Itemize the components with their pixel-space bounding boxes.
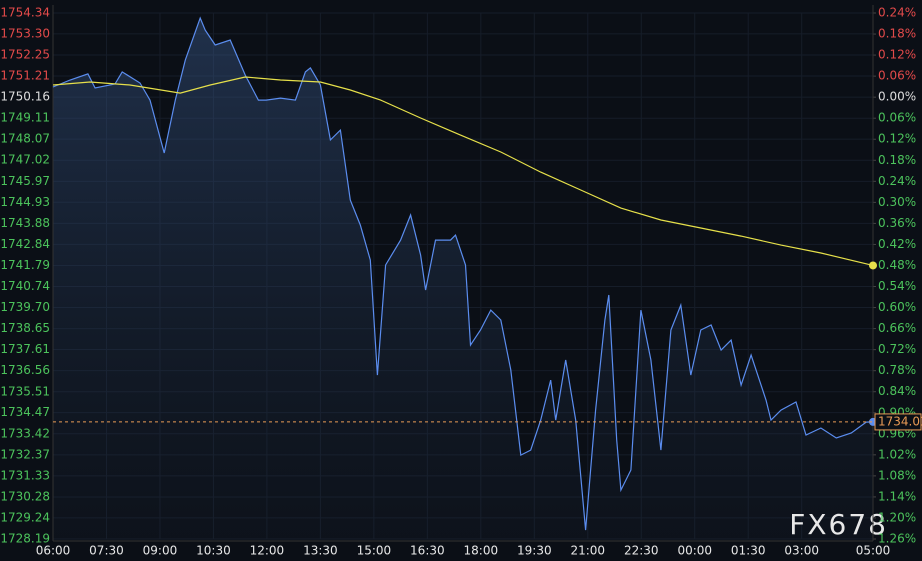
x-tick-label: 01:30: [731, 544, 766, 558]
area-fill: [53, 18, 873, 539]
y2-tick-label: 0.12%: [878, 132, 916, 146]
x-tick-label: 16:30: [410, 544, 445, 558]
y-tick-label: 1747.02: [0, 153, 50, 167]
x-tick-label: 22:30: [624, 544, 659, 558]
x-tick-label: 00:00: [677, 544, 712, 558]
x-tick-label: 12:00: [250, 544, 285, 558]
y-tick-label: 1741.79: [0, 258, 50, 272]
last-price-label: 1734.01: [878, 414, 922, 428]
y2-tick-label: 0.00%: [878, 90, 916, 104]
y-tick-label: 1738.65: [0, 321, 50, 335]
y2-tick-label: 0.24%: [878, 6, 916, 20]
y-tick-label: 1731.33: [0, 468, 50, 482]
y-tick-label: 1736.56: [0, 363, 50, 377]
y2-tick-label: 0.66%: [878, 321, 916, 335]
y2-tick-label: 0.84%: [878, 384, 916, 398]
y-tick-label: 1743.88: [0, 216, 50, 230]
y-tick-label: 1740.74: [0, 279, 50, 293]
x-tick-label: 19:30: [517, 544, 552, 558]
y-tick-label: 1749.11: [0, 111, 50, 125]
y-tick-label: 1729.24: [0, 510, 50, 524]
y2-tick-label: 1.02%: [878, 447, 916, 461]
y2-tick-label: 1.08%: [878, 468, 916, 482]
y-tick-label: 1739.70: [0, 300, 50, 314]
y-tick-label: 1745.97: [0, 174, 50, 188]
y2-tick-label: 0.78%: [878, 363, 916, 377]
y-tick-label: 1737.61: [0, 342, 50, 356]
average-line: [52, 76, 874, 266]
x-tick-label: 07:30: [89, 544, 124, 558]
y-tick-label: 1728.19: [0, 532, 50, 546]
y2-tick-label: 0.24%: [878, 174, 916, 188]
y-tick-label: 1748.07: [0, 132, 50, 146]
y-tick-label: 1750.16: [0, 90, 50, 104]
y2-tick-label: 1.14%: [878, 489, 916, 503]
y2-tick-label: 0.72%: [878, 342, 916, 356]
x-tick-label: 21:00: [570, 544, 605, 558]
x-tick-label: 09:00: [143, 544, 178, 558]
y-tick-label: 1735.51: [0, 384, 50, 398]
x-tick-label: 18:00: [464, 544, 499, 558]
last-price-box: [874, 413, 922, 431]
end-dot: [869, 261, 877, 270]
y-tick-label: 1734.47: [0, 405, 50, 419]
y2-tick-label: 0.60%: [878, 300, 916, 314]
y-tick-label: 1751.21: [0, 68, 50, 82]
y2-tick-label: 0.18%: [878, 27, 916, 41]
y-tick-label: 1730.28: [0, 489, 50, 503]
x-tick-label: 13:30: [303, 544, 338, 558]
x-tick-label: 10:30: [196, 544, 231, 558]
x-tick-label: 05:00: [856, 544, 891, 558]
y2-tick-label: 1.20%: [878, 510, 916, 524]
watermark: FX678: [789, 508, 888, 541]
y2-tick-label: 0.06%: [878, 69, 916, 83]
y-tick-label: 1754.34: [0, 6, 50, 20]
y2-tick-label: 0.48%: [878, 258, 916, 272]
price-line: [52, 16, 874, 531]
y2-tick-label: 0.42%: [878, 237, 916, 251]
y-tick-label: 1742.84: [0, 237, 50, 251]
x-tick-label: 15:00: [357, 544, 392, 558]
y2-tick-label: 0.54%: [878, 279, 916, 293]
y2-tick-label: 1.26%: [878, 532, 916, 546]
y2-tick-label: 0.30%: [878, 195, 916, 209]
y-tick-label: 1753.30: [0, 26, 50, 40]
y-tick-label: 1744.93: [0, 195, 50, 209]
y-tick-label: 1732.37: [0, 447, 50, 461]
y2-tick-label: 0.36%: [878, 216, 916, 230]
y2-tick-label: 0.12%: [878, 48, 916, 62]
y2-tick-label: 0.18%: [878, 153, 916, 167]
x-tick-label: 06:00: [36, 544, 71, 558]
y2-tick-label: 0.06%: [878, 111, 916, 125]
x-tick-label: 03:00: [784, 544, 819, 558]
y-tick-label: 1752.25: [0, 48, 50, 62]
y-tick-label: 1733.42: [0, 426, 50, 440]
